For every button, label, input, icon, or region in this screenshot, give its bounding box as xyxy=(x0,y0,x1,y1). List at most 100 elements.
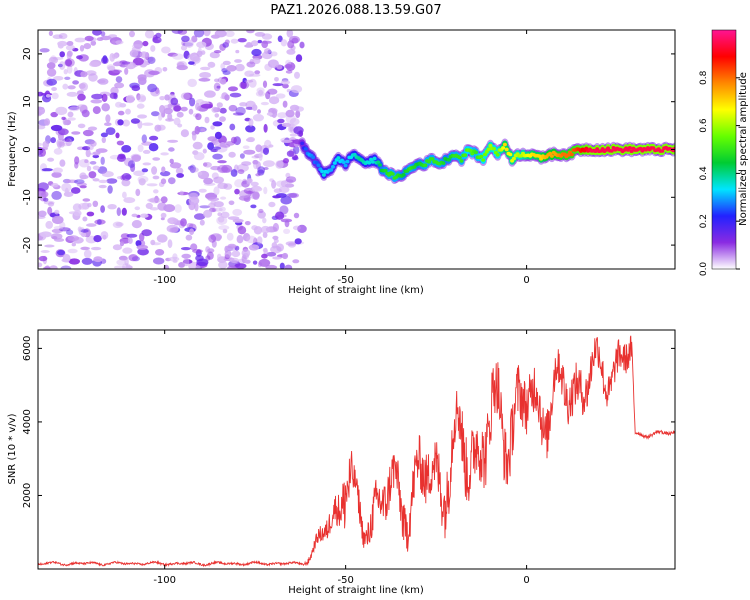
noise-speckle xyxy=(169,227,179,233)
noise-speckle xyxy=(252,260,258,265)
noise-speckle xyxy=(58,33,68,40)
x-tick-label: -100 xyxy=(153,275,176,286)
noise-speckle xyxy=(195,102,200,111)
noise-speckle xyxy=(116,207,122,217)
noise-speckle xyxy=(81,232,87,238)
noise-speckle xyxy=(167,217,178,225)
ridge-core xyxy=(495,153,500,157)
noise-speckle xyxy=(189,97,196,107)
noise-speckle xyxy=(59,141,65,148)
noise-speckle xyxy=(66,179,79,184)
noise-speckle xyxy=(261,40,269,49)
noise-speckle xyxy=(65,44,76,51)
ridge-core xyxy=(372,156,377,161)
noise-speckle xyxy=(90,40,97,46)
noise-speckle xyxy=(187,53,199,62)
noise-speckle xyxy=(214,131,222,140)
spectrogram-x-label: Height of straight line (km) xyxy=(288,285,424,296)
noise-speckle xyxy=(257,39,262,44)
noise-speckle xyxy=(289,133,298,137)
ridge-core xyxy=(463,153,468,157)
noise-speckle xyxy=(227,265,237,269)
noise-speckle xyxy=(214,30,227,38)
noise-speckle xyxy=(293,145,300,155)
noise-speckle xyxy=(76,182,87,187)
ridge-core xyxy=(609,149,614,153)
ridge-core xyxy=(504,147,509,152)
x-tick-label: 0 xyxy=(523,575,529,586)
noise-speckle xyxy=(218,216,225,223)
noise-speckle xyxy=(50,124,63,132)
noise-speckle xyxy=(114,82,125,89)
noise-speckle xyxy=(63,69,68,75)
noise-speckle xyxy=(117,110,125,116)
noise-speckle xyxy=(92,30,102,36)
noise-speckle xyxy=(67,85,76,90)
noise-speckle xyxy=(84,159,89,164)
noise-speckle xyxy=(38,124,46,130)
noise-speckle xyxy=(38,262,43,268)
ridge-core xyxy=(457,155,462,160)
noise-speckle xyxy=(152,175,160,180)
noise-speckle xyxy=(196,41,207,48)
noise-speckle xyxy=(128,254,138,262)
noise-speckle xyxy=(194,125,200,135)
noise-speckle xyxy=(216,102,223,108)
noise-speckle xyxy=(152,157,161,161)
noise-speckle xyxy=(226,232,234,241)
noise-speckle xyxy=(61,182,72,192)
ridge-core xyxy=(566,153,571,157)
noise-speckle xyxy=(255,144,263,153)
noise-speckle xyxy=(115,101,123,108)
noise-speckle xyxy=(290,85,303,94)
noise-speckle xyxy=(90,99,103,104)
noise-speckle xyxy=(137,114,148,119)
noise-speckle xyxy=(230,136,237,144)
noise-speckle xyxy=(192,141,203,150)
noise-speckle xyxy=(241,161,252,166)
noise-speckle xyxy=(38,210,47,217)
noise-speckle xyxy=(257,109,261,114)
noise-speckle xyxy=(142,122,154,126)
noise-speckle xyxy=(141,168,149,173)
noise-speckle xyxy=(92,165,100,170)
noise-speckle xyxy=(211,106,218,113)
noise-speckle xyxy=(244,79,254,83)
noise-speckle xyxy=(271,242,278,249)
spectrogram-y-ticks: -20 -10 0 10 20 xyxy=(22,48,675,253)
noise-speckle xyxy=(149,197,162,204)
noise-speckle xyxy=(235,63,245,72)
noise-speckle xyxy=(79,185,87,189)
noise-speckle xyxy=(256,87,265,94)
noise-speckle xyxy=(224,39,230,45)
noise-speckle xyxy=(231,250,241,258)
noise-speckle xyxy=(284,64,293,69)
noise-speckle xyxy=(124,67,129,75)
noise-speckle xyxy=(257,166,266,174)
noise-speckle xyxy=(111,40,116,45)
noise-speckle xyxy=(121,61,131,65)
noise-speckle xyxy=(205,246,211,253)
noise-speckle xyxy=(217,212,222,217)
noise-speckle xyxy=(248,244,260,251)
noise-speckle xyxy=(285,176,297,183)
noise-speckle xyxy=(108,34,118,39)
noise-speckle xyxy=(148,143,159,152)
noise-speckle xyxy=(79,45,85,52)
noise-speckle xyxy=(214,78,220,83)
noise-speckle xyxy=(189,164,196,174)
noise-speckle xyxy=(47,206,53,215)
noise-speckle xyxy=(142,162,152,166)
colorbar-label: Normalized spectral amplitude xyxy=(738,72,749,226)
noise-speckle xyxy=(71,242,77,247)
noise-speckle xyxy=(200,66,211,71)
noise-speckle xyxy=(228,86,238,92)
noise-speckle xyxy=(277,118,285,124)
snr-series-line xyxy=(38,335,675,568)
noise-speckle xyxy=(252,104,258,111)
noise-speckle xyxy=(50,137,56,144)
noise-speckle xyxy=(191,35,198,43)
noise-speckle xyxy=(38,142,43,147)
noise-speckle xyxy=(193,152,205,161)
noise-speckle xyxy=(163,204,176,213)
